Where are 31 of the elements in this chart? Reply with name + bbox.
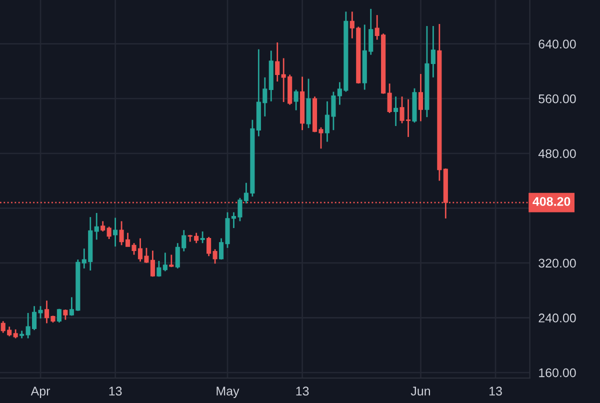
x-tick-label: Apr — [30, 386, 50, 398]
candlestick — [387, 82, 392, 114]
y-tick-label: 320.00 — [538, 258, 576, 268]
x-tick-label: 13 — [490, 386, 502, 396]
candlestick — [113, 217, 118, 248]
x-tick-label: May — [216, 386, 240, 398]
candlestick — [56, 308, 62, 324]
y-tick-label: 160.00 — [539, 368, 576, 378]
x-tick-label: 13 — [296, 386, 309, 396]
y-tick-label: 560.00 — [538, 94, 576, 104]
y-tick-label: 480.00 — [538, 149, 576, 158]
candlestick — [212, 248, 218, 264]
candlestick — [430, 25, 436, 78]
candlestick — [394, 96, 398, 127]
x-tick-label: Jun — [410, 386, 430, 396]
candlestick — [162, 252, 168, 272]
y-tick-label: 240.00 — [538, 314, 576, 322]
candlestick — [275, 42, 280, 82]
candlestick — [169, 254, 174, 268]
candlestick — [106, 226, 112, 240]
candlestick — [63, 308, 68, 320]
candlestick — [156, 260, 162, 278]
candlestick — [418, 73, 424, 122]
candlestick — [200, 230, 205, 244]
y-tick-label: 640.00 — [538, 40, 576, 48]
candlestick — [94, 212, 99, 240]
candlestick — [294, 89, 298, 111]
candlestick — [206, 236, 212, 257]
candlestick — [100, 220, 106, 232]
ref-line-label: 408.20 — [532, 197, 570, 206]
x-tick-label: 13 — [109, 386, 122, 396]
